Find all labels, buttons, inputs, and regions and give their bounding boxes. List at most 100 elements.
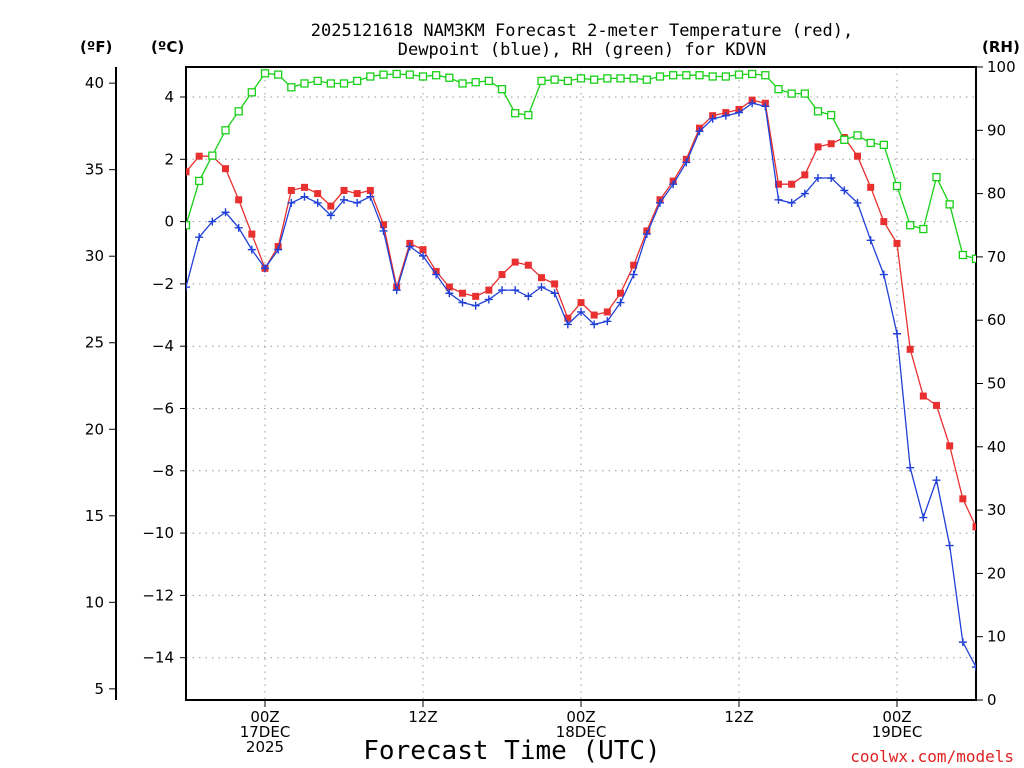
dewpoint-point	[313, 198, 322, 207]
data-series	[186, 69, 976, 672]
rh-point	[616, 74, 625, 83]
series-group	[186, 69, 976, 672]
rh-point	[313, 76, 322, 86]
rh-point	[655, 72, 665, 81]
dewpoint-point	[827, 173, 836, 182]
2-meter-temperature-point	[287, 186, 295, 194]
x-tick-label: 00Z	[250, 708, 279, 726]
rh-point	[774, 85, 783, 94]
celsius-tick-label: 2	[164, 150, 174, 168]
dewpoint-point	[642, 230, 651, 239]
dewpoint-point	[919, 513, 928, 522]
dewpoint-point	[656, 198, 664, 207]
x-axis-label: Forecast Time (UTC)	[363, 736, 660, 766]
dewpoint-point	[603, 317, 612, 326]
2-meter-temperature-point	[867, 183, 875, 191]
rh-point	[958, 250, 967, 260]
2-meter-temperature-point	[906, 345, 914, 353]
dewpoint-point	[958, 638, 967, 647]
x-tick-date-label: 19DEC	[872, 723, 923, 741]
rh-tick-label: 80	[987, 185, 1006, 203]
rh-point	[234, 107, 243, 116]
celsius-tick-label: −2	[152, 275, 174, 293]
celsius-tick-label: −8	[152, 462, 174, 480]
fahrenheit-tick-label: 15	[85, 507, 104, 525]
rh-point	[695, 71, 704, 80]
rh-point	[445, 73, 454, 82]
dewpoint-point	[800, 189, 809, 198]
rh-point	[339, 79, 349, 88]
dewpoint-point	[537, 283, 546, 292]
dewpoint-point	[840, 186, 849, 195]
rh-point	[800, 89, 809, 98]
x-tick-label: 00Z	[882, 708, 911, 726]
2-meter-temperature-point	[551, 280, 559, 288]
2-meter-temperature-point	[327, 202, 335, 210]
2-meter-temperature-point	[366, 186, 374, 194]
dewpoint-point	[366, 192, 375, 201]
dewpoint-point	[550, 289, 559, 298]
2-meter-temperature-point	[880, 218, 888, 226]
rh-point	[669, 71, 678, 80]
2-meter-temperature-point	[933, 401, 940, 409]
dewpoint-point	[484, 295, 493, 304]
2-meter-temperature-point	[485, 286, 493, 294]
rh-point	[379, 70, 388, 79]
rh-point	[418, 72, 428, 81]
rh-point	[827, 110, 836, 120]
rh-point	[471, 78, 480, 87]
2-meter-temperature-point	[314, 190, 322, 198]
2-meter-temperature-point	[814, 143, 822, 151]
celsius-tick-label: −12	[142, 586, 174, 604]
rh-point	[590, 75, 599, 84]
2-meter-temperature-point	[630, 261, 638, 269]
2-meter-temperature-point	[801, 171, 809, 179]
dewpoint-point	[577, 307, 585, 316]
celsius-tick-label: −10	[142, 524, 174, 542]
celsius-tick-label: 4	[164, 88, 174, 106]
rh-point	[734, 70, 744, 79]
2-meter-temperature-point	[498, 271, 506, 279]
rh-point	[511, 109, 520, 118]
dewpoint-point	[471, 301, 480, 310]
rh-point	[326, 79, 335, 88]
dewpoint-point	[879, 270, 888, 279]
dewpoint-point	[498, 286, 506, 295]
rh-point	[892, 181, 902, 191]
fahrenheit-unit-label: (ºF)	[80, 38, 112, 56]
rh-point	[748, 69, 757, 79]
fahrenheit-tick-label: 5	[94, 680, 104, 698]
rh-tick-label: 70	[987, 248, 1006, 266]
2-meter-temperature-point	[524, 261, 532, 269]
rh-point	[721, 72, 730, 81]
2-meter-temperature-point	[603, 308, 611, 316]
2-meter-temperature-point	[248, 230, 256, 238]
dewpoint-point	[774, 195, 783, 204]
rh-point	[866, 138, 875, 148]
dewpoint-point	[524, 292, 533, 301]
fahrenheit-tick-label: 30	[85, 247, 104, 265]
rh-point	[186, 221, 191, 230]
dewpoint-point	[186, 283, 190, 292]
dewpoint-point	[932, 476, 941, 485]
2-meter-temperature-point	[472, 292, 480, 300]
rh-point	[300, 79, 309, 88]
dewpoint-point	[616, 298, 625, 307]
rh-point	[353, 76, 362, 86]
2-meter-temperature-point	[590, 311, 598, 319]
fahrenheit-tick-label: 40	[85, 74, 104, 92]
dewpoint-point	[893, 329, 901, 338]
axes: 420−2−4−6−8−10−12−1440353025201510510090…	[85, 58, 1016, 756]
dewpoint-point	[787, 198, 796, 207]
rh-tick-label: 20	[987, 564, 1006, 582]
rh-point	[458, 79, 467, 88]
celsius-unit-label: (ºC)	[151, 38, 184, 56]
rh-point	[787, 89, 796, 98]
x-tick-date-label: 18DEC	[556, 723, 607, 741]
2-meter-temperature-point	[445, 283, 453, 291]
rh-point	[247, 88, 256, 97]
dewpoint-point	[511, 286, 520, 295]
dewpoint-point	[853, 198, 862, 207]
dewpoint-point	[353, 198, 362, 207]
